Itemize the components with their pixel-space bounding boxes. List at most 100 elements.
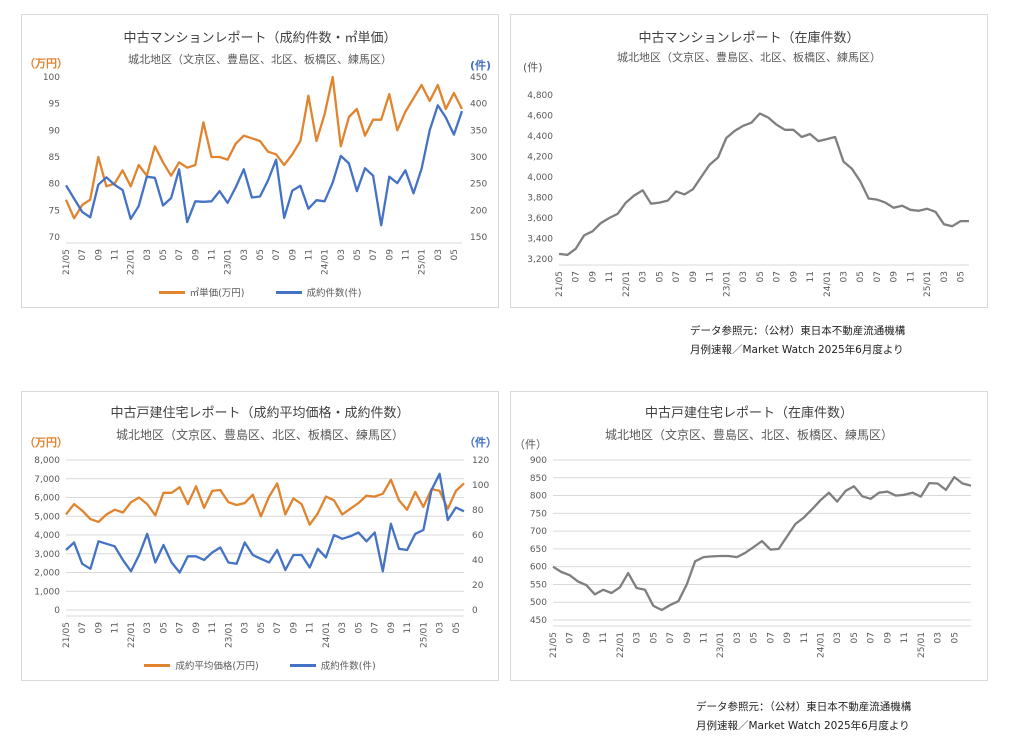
y-tick-label: 85	[49, 153, 60, 163]
legend-label: ㎡単価(万円)	[189, 288, 245, 299]
x-tick-label: 09	[385, 249, 395, 261]
x-tick-label: 09	[689, 271, 699, 283]
x-tick-label: 11	[605, 271, 615, 282]
x-tick-label: 09	[192, 622, 202, 634]
y-tick-label: 1,000	[34, 587, 60, 597]
x-tick-label: 03	[436, 622, 446, 633]
legend-label: 成約件数(件)	[306, 288, 362, 299]
y2-tick-label: 0	[472, 606, 478, 616]
chart-subtitle: 城北地区（文京区、豊島区、北区、板橋区、練馬区）	[604, 428, 893, 442]
y-tick-label: 5,000	[34, 512, 60, 522]
y-tick-label: 80	[49, 180, 61, 190]
x-tick-label: 11	[110, 249, 120, 260]
x-tick-label: 25/01	[419, 622, 429, 648]
y-tick-label: 0	[54, 606, 60, 616]
x-tick-label: 24/01	[823, 271, 833, 297]
x-tick-label: 05	[256, 249, 266, 260]
x-tick-label: 05	[353, 249, 363, 260]
x-tick-label: 05	[452, 622, 462, 633]
chart-plot: 3,200 3,400 3,600 3,800 4,000 4,200 4,400 4,600…	[527, 91, 969, 297]
x-tick-label: 07	[371, 622, 381, 633]
x-tick-label: 09	[783, 632, 793, 644]
x-tick-label: 09	[191, 249, 201, 261]
legend-item-count: 成約件数(件)	[275, 285, 362, 299]
left-axis-unit: （件）	[514, 438, 547, 451]
x-tick-label: 05	[450, 249, 460, 260]
x-tick-label: 03	[833, 632, 843, 643]
x-tick-label: 03	[338, 622, 348, 633]
legend-item-count: 成約件数(件)	[289, 658, 376, 672]
x-tick-label: 05	[756, 271, 766, 282]
x-tick-label: 05	[649, 632, 659, 643]
right-axis-unit: （件）	[464, 436, 497, 449]
x-tick-label: 07	[666, 632, 676, 643]
y-tick-label: 4,200	[527, 153, 553, 163]
x-tick-label: 03	[143, 249, 153, 260]
x-tick-label: 09	[789, 271, 799, 283]
x-tick-label: 09	[683, 632, 693, 644]
source-line-1: データ参照元：（公材）東日本不動産流通機構	[696, 701, 912, 713]
x-tick-label: 22/01	[616, 632, 626, 658]
x-tick-label: 25/01	[418, 249, 428, 275]
y-tick-label: 850	[530, 474, 547, 484]
x-tick-label: 07	[773, 271, 783, 282]
y-tick-label: 4,600	[527, 112, 553, 122]
x-tick-label: 09	[288, 249, 298, 261]
legend-swatch-orange	[144, 663, 171, 667]
y2-tick-label: 250	[470, 180, 487, 190]
x-tick-label: 07	[566, 632, 576, 643]
x-tick-label: 11	[111, 622, 121, 633]
chart-legend: 成約平均価格(万円) 成約件数(件)	[22, 658, 498, 672]
x-tick-label: 07	[78, 249, 88, 260]
x-tick-label: 07	[273, 622, 283, 633]
x-tick-label: 24/01	[817, 632, 827, 658]
x-tick-label: 03	[940, 271, 950, 282]
y2-tick-label: 80	[472, 506, 484, 516]
y-tick-label: 7,000	[34, 475, 60, 485]
x-tick-label: 11	[699, 632, 709, 643]
x-tick-label: 11	[304, 249, 314, 260]
x-tick-label: 05	[159, 622, 169, 633]
x-tick-label: 09	[94, 249, 104, 261]
x-tick-label: 11	[599, 632, 609, 643]
x-tick-label: 11	[208, 622, 218, 633]
x-tick-label: 22/01	[127, 249, 137, 275]
x-tick-label: 11	[800, 632, 810, 643]
x-tick-label: 11	[706, 271, 716, 282]
y2-tick-label: 150	[470, 233, 487, 243]
x-tick-label: 11	[900, 632, 910, 643]
y-tick-label: 700	[530, 527, 547, 537]
series-line-count	[65, 472, 465, 574]
x-tick-label: 21/05	[62, 622, 72, 648]
x-tick-label: 21/05	[62, 249, 72, 275]
source-line-2: 月例速報／Market Watch 2025年6月度より	[690, 344, 904, 356]
y-tick-label: 450	[530, 616, 547, 626]
source-note: データ参照元：（公材）東日本不動産流通機構 月例速報／Market Watch …	[690, 322, 905, 360]
x-tick-label: 03	[143, 622, 153, 633]
y-tick-label: 75	[49, 206, 60, 216]
x-tick-label: 05	[159, 249, 169, 260]
x-tick-label: 25/01	[917, 632, 927, 658]
chart-subtitle: 城北地区（文京区、豊島区、北区、板橋区、練馬区）	[128, 53, 392, 66]
x-tick-label: 24/01	[322, 622, 332, 648]
y-tick-label: 600	[530, 563, 547, 573]
y-tick-label: 3,000	[34, 550, 60, 560]
x-tick-label: 21/05	[549, 632, 559, 658]
x-tick-label: 05	[655, 271, 665, 282]
y2-tick-label: 300	[470, 153, 487, 163]
y-tick-label: 550	[530, 580, 547, 590]
chart-subtitle: 城北地区（文京区、豊島区、北区、板橋区、練馬区）	[115, 428, 404, 442]
x-tick-label: 07	[176, 622, 186, 633]
x-tick-label: 23/01	[716, 632, 726, 658]
y-tick-label: 6,000	[34, 494, 60, 504]
series-line-primary	[552, 475, 972, 612]
y-tick-label: 90	[49, 126, 61, 136]
x-tick-label: 05	[957, 271, 967, 282]
x-tick-label: 09	[588, 271, 598, 283]
x-tick-label: 03	[337, 249, 347, 260]
legend-item-price: 成約平均価格(万円)	[144, 658, 259, 672]
x-tick-label: 03	[934, 632, 944, 643]
y-tick-label: 900	[530, 456, 547, 466]
y-tick-label: 4,000	[527, 173, 553, 183]
legend-swatch-blue	[289, 663, 316, 667]
